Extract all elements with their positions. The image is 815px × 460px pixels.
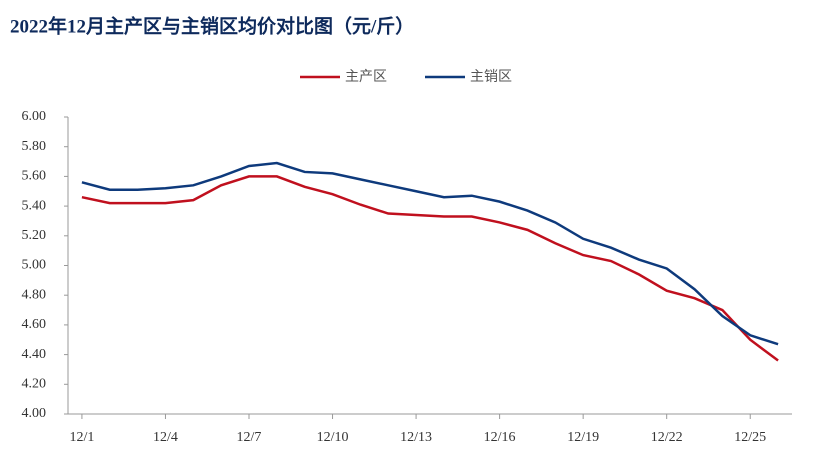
x-tick-label: 12/13 [400, 430, 432, 445]
line [81, 161, 779, 346]
x-tick-label: 12/10 [317, 430, 349, 445]
y-tick-label: 4.00 [22, 406, 47, 421]
y-tick-label: 5.40 [22, 198, 47, 213]
y-tick-label: 4.20 [22, 377, 47, 392]
legend-label: 主销区 [470, 69, 512, 85]
legend-label: 主产区 [345, 69, 387, 85]
y-tick-label: 4.80 [22, 287, 47, 302]
x-tick-label: 12/4 [153, 430, 178, 445]
x-tick-label: 12/1 [69, 430, 94, 445]
y-tick-label: 4.60 [22, 317, 47, 332]
y-tick-label: 5.60 [22, 169, 47, 184]
x-tick-label: 12/7 [237, 430, 262, 445]
y-tick-label: 6.00 [22, 109, 47, 124]
y-tick-label: 5.80 [22, 139, 47, 154]
x-tick-label: 12/25 [734, 430, 766, 445]
line [81, 175, 779, 362]
y-tick-label: 5.00 [22, 258, 47, 273]
chart-title: 2022年12月主产区与主销区均价对比图（元/斤） [10, 14, 414, 37]
y-tick-label: 4.40 [22, 347, 47, 362]
x-tick-label: 12/16 [484, 430, 516, 445]
x-tick-label: 12/22 [651, 430, 683, 445]
x-tick-label: 12/19 [567, 430, 599, 445]
y-tick-label: 5.20 [22, 228, 47, 243]
